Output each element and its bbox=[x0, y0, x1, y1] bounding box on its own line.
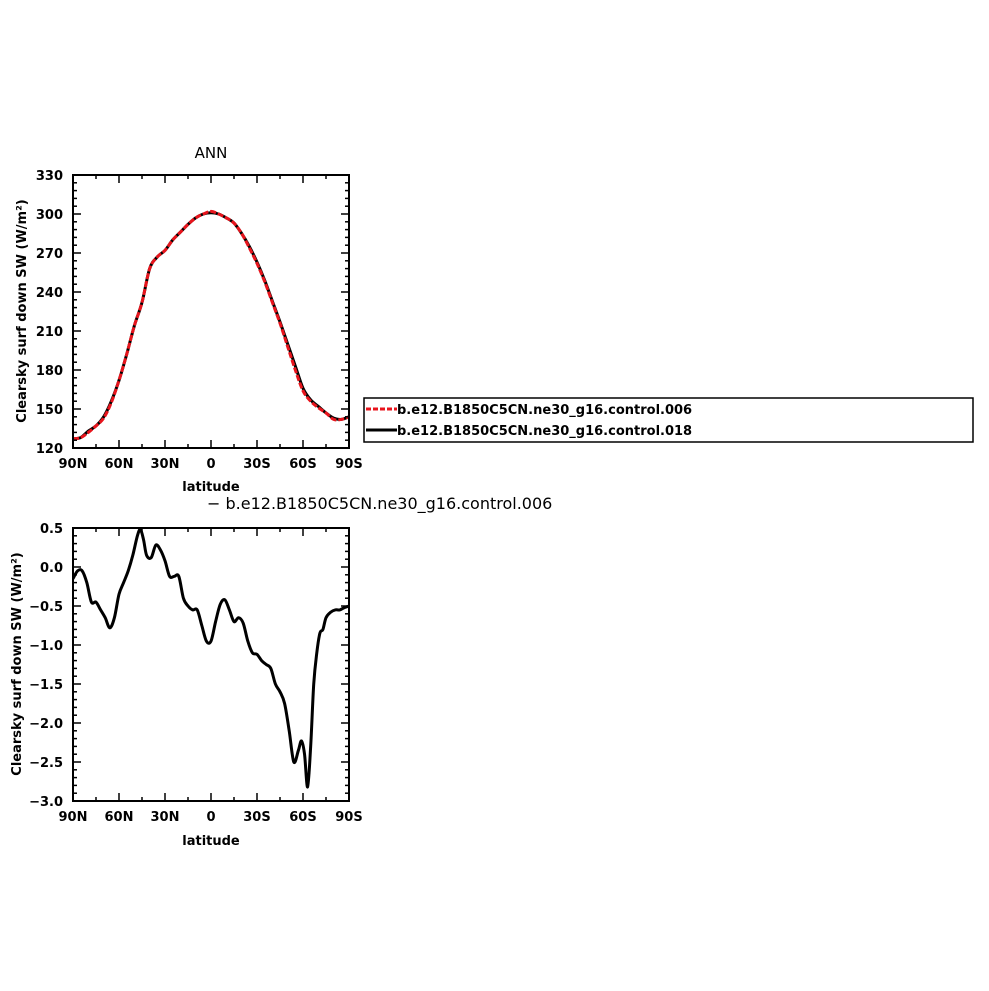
top-plot-area: 90N 60N 30N 0 30S 60S 90S 120 150 180 210 240 270 300… bbox=[36, 169, 363, 472]
top-y-tick-label: 270 bbox=[36, 247, 63, 262]
legend-box bbox=[363, 397, 974, 443]
legend-label-series-2: b.e12.B1850C5CN.ne30_g16.control.018 bbox=[397, 424, 692, 439]
legend-label-series-1: b.e12.B1850C5CN.ne30_g16.control.006 bbox=[397, 403, 692, 418]
top-y-axis-label: Clearsky surf down SW (W/m²) bbox=[15, 199, 30, 422]
bottom-series-line-1 bbox=[73, 528, 349, 789]
bottom-y-tick-label: −0.5 bbox=[29, 600, 63, 615]
bottom-y-tick-label: −1.5 bbox=[29, 678, 63, 693]
bottom-y-tick-label: −3.0 bbox=[29, 795, 63, 810]
top-x-tick-label: 30N bbox=[151, 457, 180, 472]
top-y-tick-label: 300 bbox=[36, 208, 63, 223]
top-chart-title: ANN bbox=[195, 144, 228, 162]
bottom-x-tick-label: 30N bbox=[151, 810, 180, 825]
bottom-y-tick-label: −2.5 bbox=[29, 756, 63, 771]
bottom-x-tick-label: 60S bbox=[289, 810, 316, 825]
top-x-tick-label: 0 bbox=[206, 457, 215, 472]
bottom-y-tick-label: −1.0 bbox=[29, 639, 63, 654]
bottom-x-tick-label: 30S bbox=[243, 810, 270, 825]
bottom-chart-title: − b.e12.B1850C5CN.ne30_g16.control.006 bbox=[207, 494, 552, 514]
top-x-tick-label: 30S bbox=[243, 457, 270, 472]
top-y-tick-label: 210 bbox=[36, 325, 63, 340]
bottom-panel: − b.e12.B1850C5CN.ne30_g16.control.006 9… bbox=[10, 494, 552, 849]
bottom-y-tick-label: −2.0 bbox=[29, 717, 63, 732]
top-panel: ANN 90N 60N 30N 0 30S 60S 90S 120 150 180 210 240 27… bbox=[15, 144, 363, 495]
top-y-tick-label: 240 bbox=[36, 286, 63, 301]
bottom-y-axis-label: Clearsky surf down SW (W/m²) bbox=[10, 552, 25, 775]
top-series-line-1 bbox=[73, 209, 349, 441]
bottom-x-tick-label: 90N bbox=[59, 810, 88, 825]
top-y-tick-label: 180 bbox=[36, 364, 63, 379]
top-x-tick-label: 90N bbox=[59, 457, 88, 472]
top-y-tick-label: 150 bbox=[36, 403, 63, 418]
bottom-x-tick-label: 0 bbox=[206, 810, 215, 825]
top-x-tick-label: 60N bbox=[105, 457, 134, 472]
bottom-x-tick-label: 90S bbox=[335, 810, 362, 825]
bottom-x-axis-label: latitude bbox=[182, 834, 240, 849]
top-plot-frame bbox=[72, 174, 350, 449]
bottom-plot-area: 90N 60N 30N 0 30S 60S 90S −3.0 −2.5 −2.0 −1.5 −1.0 −… bbox=[29, 522, 363, 825]
top-y-tick-label: 120 bbox=[36, 442, 63, 457]
top-x-axis-label: latitude bbox=[182, 480, 240, 495]
bottom-y-tick-label: 0.0 bbox=[40, 561, 63, 576]
bottom-plot-frame bbox=[72, 527, 350, 802]
legend: b.e12.B1850C5CN.ne30_g16.control.006 b.e… bbox=[363, 397, 974, 443]
top-x-tick-label: 60S bbox=[289, 457, 316, 472]
bottom-x-tick-label: 60N bbox=[105, 810, 134, 825]
bottom-y-tick-label: 0.5 bbox=[40, 522, 63, 537]
top-series-line-2 bbox=[73, 211, 349, 441]
top-x-tick-label: 90S bbox=[335, 457, 362, 472]
top-y-tick-label: 330 bbox=[36, 169, 63, 184]
